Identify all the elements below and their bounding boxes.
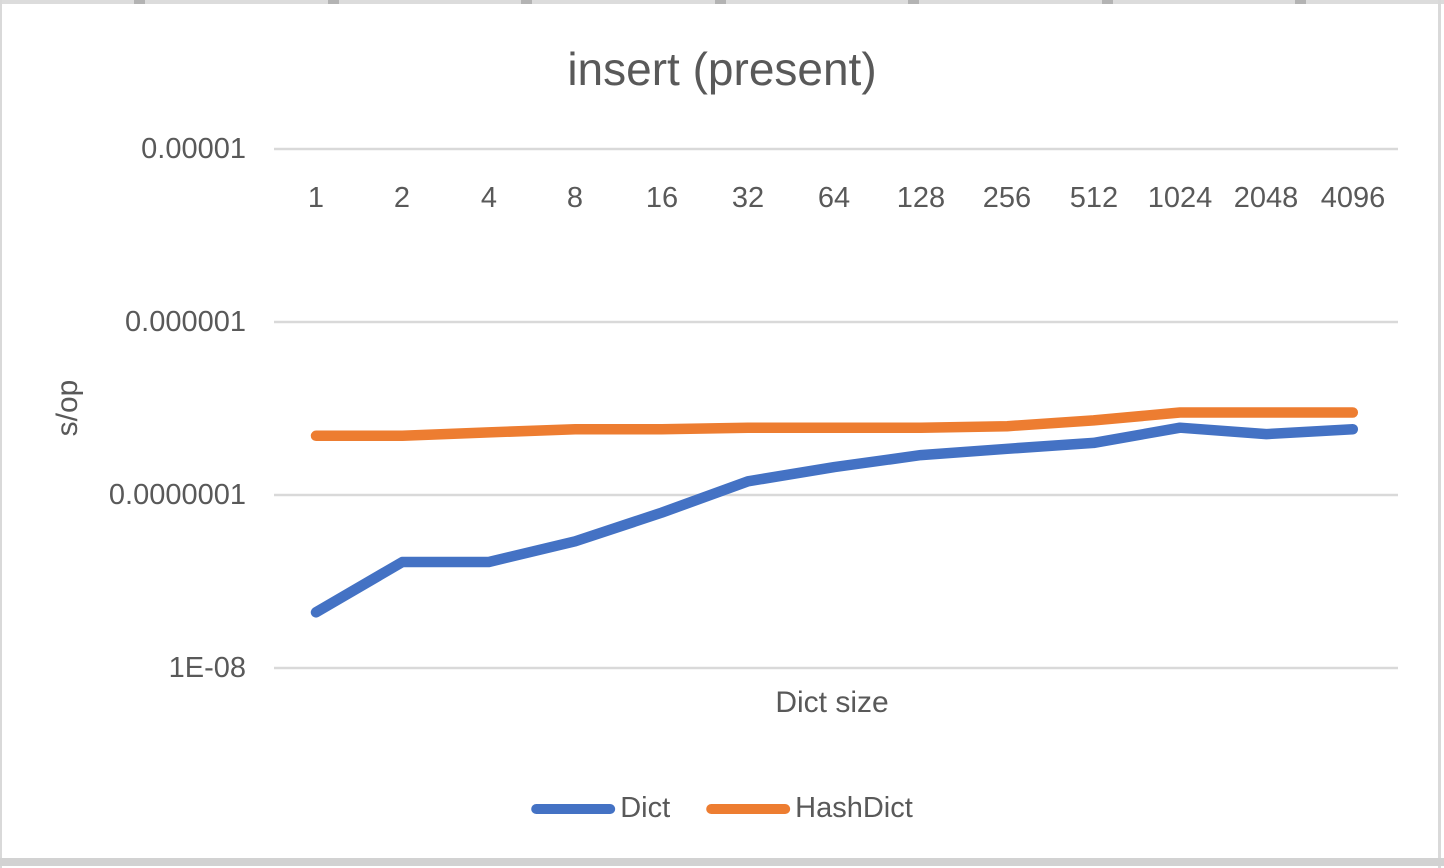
x-tick-label: 8	[566, 182, 584, 214]
x-tick-label: 4	[480, 182, 498, 214]
worksheet-column-tick	[134, 0, 145, 4]
worksheet-column-tick	[1295, 0, 1306, 4]
y-tick-label: 1E-08	[168, 652, 246, 684]
legend-item-hashdict: HashDict	[706, 792, 913, 825]
worksheet-bottom-edge	[0, 858, 1444, 866]
y-axis-title: s/op	[51, 379, 84, 437]
x-tick-label: 128	[896, 182, 946, 214]
chart-border-right	[1438, 0, 1441, 868]
worksheet-column-tick	[328, 0, 339, 4]
x-tick-label: 32	[731, 182, 765, 214]
y-tick-label: 0.000001	[125, 306, 246, 338]
worksheet-column-tick	[1102, 0, 1113, 4]
legend: Dict HashDict	[531, 792, 913, 825]
worksheet-column-tick	[521, 0, 532, 4]
legend-line-swatch	[531, 803, 616, 814]
chart-title: insert (present)	[567, 43, 877, 95]
legend-label: HashDict	[795, 792, 913, 824]
series-line-dict	[310, 422, 1359, 618]
x-axis-title: Dict size	[775, 686, 889, 719]
x-tick-label: 512	[1069, 182, 1119, 214]
x-tick-label: 256	[982, 182, 1032, 214]
chart-border-left	[0, 0, 2, 868]
y-tick-label: 0.0000001	[108, 479, 246, 511]
x-tick-label: 16	[645, 182, 679, 214]
x-tick-label: 4096	[1320, 182, 1386, 214]
x-tick-label: 1	[307, 182, 325, 214]
worksheet-column-tick	[908, 0, 919, 4]
x-tick-label: 2	[393, 182, 411, 214]
legend-item-dict: Dict	[531, 792, 670, 825]
legend-line-swatch	[706, 803, 791, 814]
worksheet-column-tick	[715, 0, 726, 4]
x-tick-label: 2048	[1233, 182, 1299, 214]
y-tick-label: 0.00001	[141, 133, 246, 165]
series-line-hashdict	[310, 407, 1359, 442]
x-tick-label: 1024	[1147, 182, 1213, 214]
x-tick-label: 64	[817, 182, 851, 214]
legend-label: Dict	[620, 792, 671, 824]
